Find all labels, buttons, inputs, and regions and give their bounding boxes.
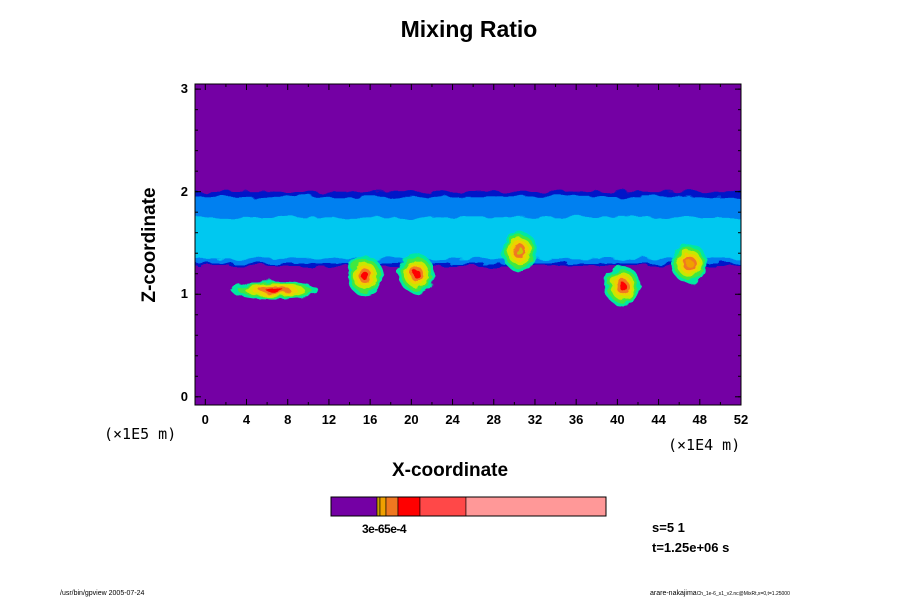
colorbar-labels: 3e-65e-4 — [362, 522, 407, 536]
time-label: t=1.25e+06 s — [652, 540, 730, 555]
colorbar-swatch — [379, 496, 387, 517]
cloud-layer-cyan — [195, 217, 741, 259]
x-tick-label: 44 — [651, 412, 666, 427]
x-tick-label: 12 — [321, 412, 337, 427]
colorbar-swatch — [419, 496, 467, 517]
step-label: s=5 1 — [652, 520, 685, 535]
y-axis-unit: (×1E5 m) — [104, 425, 177, 443]
footer-right-main: arare-nakajima — [650, 590, 697, 597]
x-tick-label: 40 — [610, 412, 625, 427]
colorbar-frame — [330, 496, 607, 517]
colorbar-swatch — [376, 496, 381, 517]
y-tick-label: 2 — [180, 183, 188, 199]
x-tick-label: 24 — [445, 412, 460, 427]
x-tick-label: 0 — [201, 412, 209, 427]
mixing-feature-4 — [604, 266, 641, 307]
mixing-feature-2 — [346, 255, 383, 296]
x-tick-label: 52 — [733, 412, 749, 427]
x-tick-label: 20 — [404, 412, 419, 427]
plot-frame — [194, 83, 742, 406]
colorbar-swatch — [385, 496, 399, 517]
x-axis-label: X-coordinate — [391, 460, 509, 481]
feature-contour — [685, 259, 694, 268]
y-tick-label: 0 — [180, 388, 188, 404]
mixing-feature-3 — [398, 253, 435, 294]
tick-marks — [195, 84, 742, 405]
x-tick-label: 4 — [242, 412, 251, 427]
colorbar-swatch — [397, 496, 421, 517]
colorbar-swatch — [330, 496, 378, 517]
footer-right: arare-nakajimaCh_1e-6_s1_v2.nc@MixRt,x=0… — [650, 590, 790, 597]
x-axis-unit: (×1E4 m) — [668, 436, 741, 454]
colorbar — [330, 496, 607, 517]
y-tick-label: 1 — [180, 286, 188, 302]
feature-contour — [361, 271, 369, 280]
mixing-feature-1 — [231, 281, 319, 300]
x-tick-label: 36 — [568, 412, 584, 427]
x-tick-label: 28 — [486, 412, 501, 427]
x-tick-label: 32 — [527, 412, 543, 427]
feature-contour — [266, 288, 284, 292]
feature-contour — [618, 282, 627, 291]
x-tick-label: 48 — [692, 412, 708, 427]
footer-right-small: Ch_1e-6_s1_v2.nc@MixRt,x=0,t=1.25000 — [696, 591, 790, 597]
plot-area — [195, 84, 741, 405]
chart-title: Mixing Ratio — [400, 16, 538, 42]
mixing-feature-5 — [671, 243, 708, 284]
y-tick-label: 3 — [180, 81, 188, 97]
feature-contour — [412, 269, 421, 278]
x-tick-label: 8 — [284, 412, 292, 427]
mixing-feature-6 — [501, 231, 538, 272]
feature-contour — [515, 247, 524, 256]
x-tick-label: 16 — [362, 412, 378, 427]
colorbar-swatch — [465, 496, 607, 517]
footer-left: /usr/bin/gpview 2005-07-24 — [60, 590, 145, 597]
